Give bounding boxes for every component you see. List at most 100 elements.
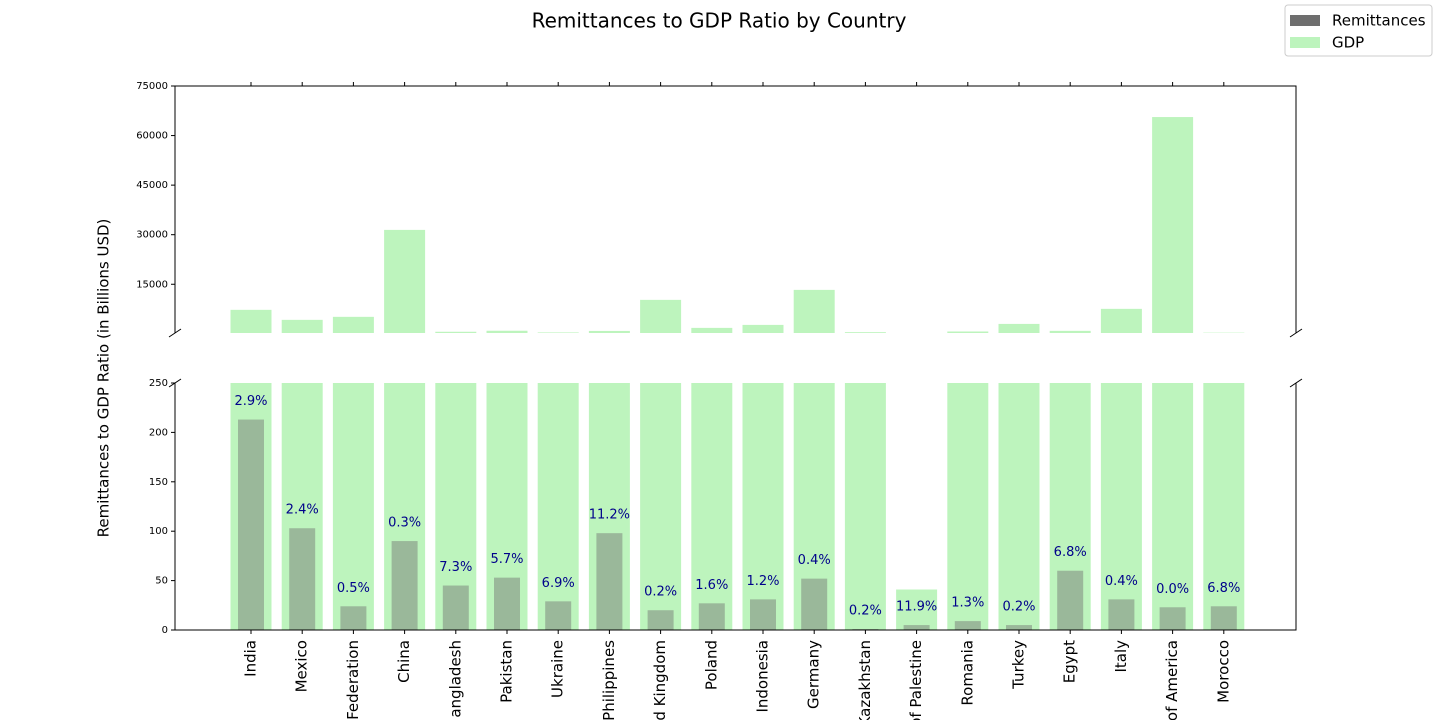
- bar: [793, 383, 835, 630]
- bar: [391, 541, 418, 630]
- bar: [1049, 383, 1091, 630]
- y-tick-label: 0: [162, 625, 168, 636]
- data-label: 6.8%: [1207, 581, 1240, 596]
- bar: [691, 327, 733, 333]
- data-label: 0.2%: [849, 604, 882, 619]
- bar: [691, 383, 733, 630]
- data-label: 1.2%: [746, 574, 779, 589]
- bar: [998, 323, 1040, 333]
- legend-label: GDP: [1332, 34, 1364, 52]
- bar: [494, 577, 520, 630]
- bar: [647, 610, 674, 630]
- bar: [486, 383, 528, 630]
- bar: [998, 383, 1040, 630]
- x-tick-label: of America: [1163, 640, 1181, 720]
- x-tick-label: d Kingdom: [651, 640, 669, 720]
- data-label: 5.7%: [490, 552, 523, 567]
- bar: [640, 299, 682, 333]
- bar: [1100, 383, 1142, 630]
- bar: [442, 585, 469, 630]
- bar: [230, 309, 272, 333]
- y-tick-label: 75000: [136, 81, 168, 92]
- data-label: 0.2%: [1002, 600, 1035, 615]
- x-tick-label: Romania: [958, 640, 976, 706]
- bar: [947, 383, 989, 630]
- x-tick-label: Indonesia: [754, 640, 772, 713]
- chart-title: Remittances to GDP Ratio by Country: [532, 9, 907, 33]
- bar: [486, 330, 528, 333]
- bar: [1049, 330, 1091, 333]
- x-tick-label: China: [395, 640, 413, 683]
- bar: [1057, 570, 1084, 630]
- data-label: 11.2%: [589, 508, 630, 523]
- data-label: 0.4%: [1105, 574, 1138, 589]
- y-tick-label: 45000: [136, 180, 168, 191]
- bar: [1203, 383, 1245, 630]
- x-tick-label: Poland: [702, 640, 720, 690]
- bar: [801, 578, 828, 630]
- legend: [1284, 4, 1433, 57]
- x-tick-label: Italy: [1112, 640, 1130, 673]
- legend-label: Remittances: [1332, 12, 1426, 30]
- bar: [1210, 606, 1237, 630]
- bar: [588, 330, 630, 333]
- data-label: 0.5%: [337, 581, 370, 596]
- bar: [947, 331, 989, 333]
- y-tick-label: 50: [155, 576, 168, 587]
- x-tick-label: Mexico: [293, 640, 311, 692]
- x-tick-label: angladesh: [446, 640, 464, 718]
- bar: [742, 324, 784, 333]
- x-tick-label: Kazakhstan: [856, 640, 874, 720]
- x-tick-label: India: [242, 640, 260, 677]
- bar: [289, 528, 316, 630]
- y-tick-label: 250: [149, 378, 168, 389]
- x-tick-label: Ukraine: [549, 640, 567, 698]
- data-label: 6.9%: [542, 576, 575, 591]
- lower-frame: [174, 383, 1297, 631]
- bar: [545, 601, 572, 630]
- bar: [640, 383, 682, 630]
- bar: [230, 383, 272, 630]
- bar: [384, 383, 426, 630]
- data-label: 0.0%: [1156, 582, 1189, 597]
- bar: [1100, 308, 1142, 333]
- bar: [537, 383, 579, 630]
- y-tick-label: 100: [149, 526, 168, 537]
- bar: [281, 319, 323, 333]
- bar: [435, 383, 477, 630]
- data-label: 0.3%: [388, 516, 421, 531]
- x-tick-label: Morocco: [1214, 640, 1232, 703]
- bar: [793, 289, 835, 333]
- data-label: 7.3%: [439, 560, 472, 575]
- upper-frame: [174, 85, 1297, 333]
- bar: [896, 589, 938, 630]
- bar: [1152, 383, 1194, 630]
- y-axis-label: Remittances to GDP Ratio (in Billions US…: [95, 219, 113, 538]
- data-label: 2.4%: [286, 503, 319, 518]
- data-label: 2.9%: [234, 394, 267, 409]
- bar: [1159, 607, 1186, 630]
- bar: [332, 383, 374, 630]
- bar: [1006, 625, 1032, 630]
- bar: [698, 603, 725, 630]
- y-tick-label: 30000: [136, 230, 168, 241]
- bar: [537, 332, 579, 333]
- data-label: 6.8%: [1054, 545, 1087, 560]
- y-tick-label: 200: [149, 427, 168, 438]
- x-tick-label: Germany: [805, 640, 823, 709]
- bar: [238, 419, 264, 630]
- x-tick-label: Egypt: [1061, 640, 1079, 683]
- data-label: 0.4%: [798, 553, 831, 568]
- data-label: 1.3%: [951, 596, 984, 611]
- axes: [168, 82, 1303, 634]
- x-tick-label: Federation: [344, 640, 362, 720]
- x-tick-label: Turkey: [1010, 640, 1028, 690]
- bar: [596, 533, 623, 630]
- bar: [435, 331, 477, 333]
- bar: [340, 606, 367, 630]
- data-label: 1.6%: [695, 578, 728, 593]
- bar: [844, 383, 886, 630]
- y-tick-label: 150: [149, 477, 168, 488]
- x-tick-label: Philippines: [600, 640, 618, 720]
